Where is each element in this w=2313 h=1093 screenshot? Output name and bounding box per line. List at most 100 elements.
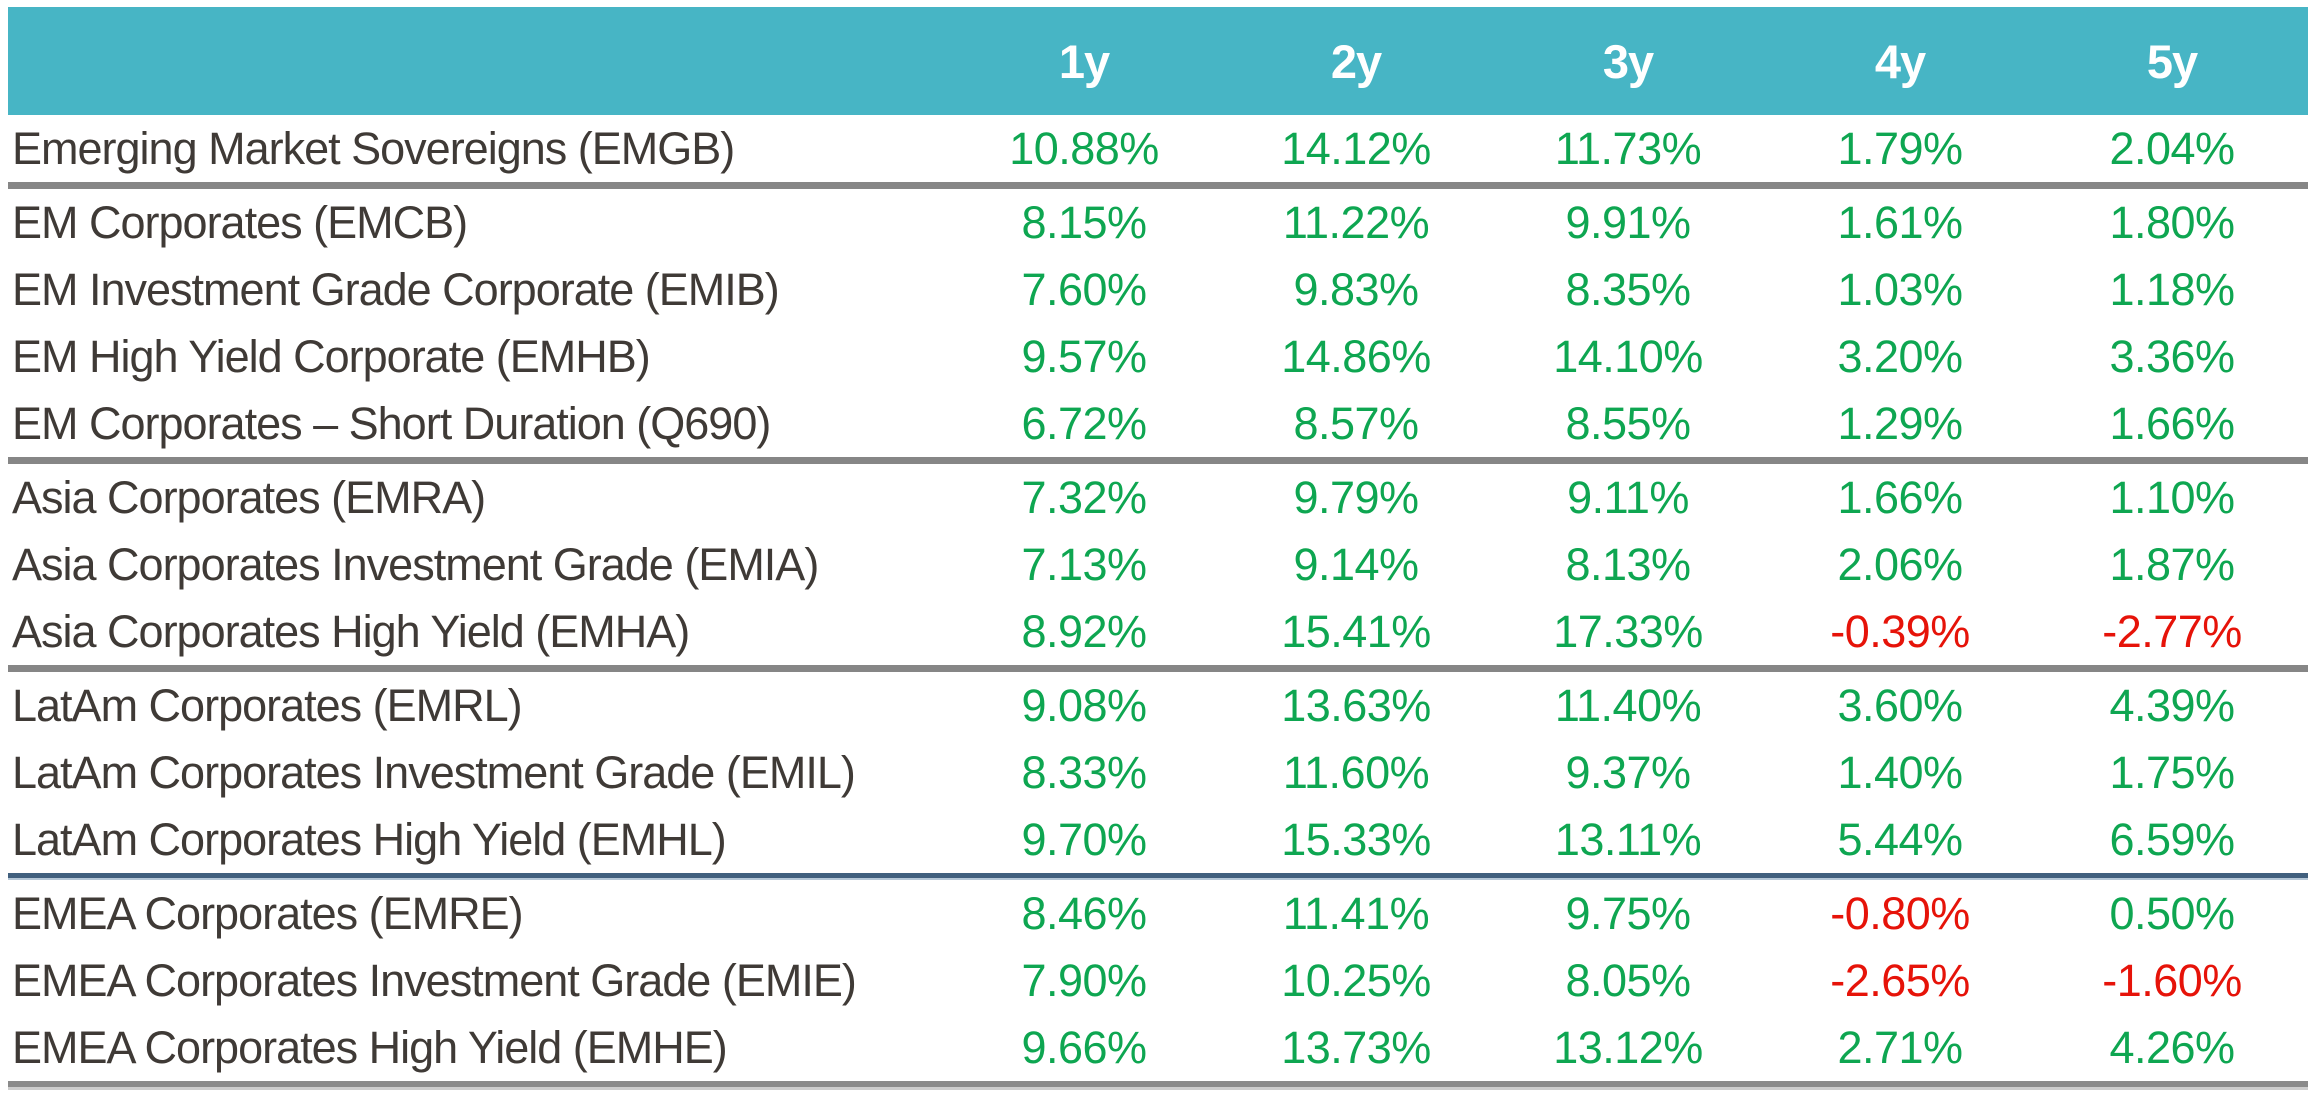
table-row: LatAm Corporates High Yield (EMHL) 9.70%… xyxy=(8,806,2308,873)
value-cell: -0.80% xyxy=(1830,887,1970,939)
value-cell: 8.05% xyxy=(1565,954,1691,1006)
value-cell: 9.66% xyxy=(1021,1021,1147,1073)
table-row: EM Investment Grade Corporate (EMIB) 7.6… xyxy=(8,256,2308,323)
value-cell: 7.32% xyxy=(1021,471,1147,523)
value-cell: 5.44% xyxy=(1837,813,1963,865)
table-row: LatAm Corporates Investment Grade (EMIL)… xyxy=(8,739,2308,806)
value-cell: 15.33% xyxy=(1281,813,1431,865)
value-cell: 9.37% xyxy=(1565,746,1691,798)
column-header-5y: 5y xyxy=(2146,34,2198,88)
value-cell: 8.55% xyxy=(1565,397,1691,449)
row-label: EMEA Corporates High Yield (EMHE) xyxy=(12,1021,728,1073)
value-cell: 6.59% xyxy=(2109,813,2235,865)
value-cell: 13.63% xyxy=(1281,679,1431,731)
value-cell: 3.20% xyxy=(1837,330,1963,382)
value-cell: 11.60% xyxy=(1282,746,1430,798)
value-cell: 1.03% xyxy=(1837,263,1963,315)
value-cell: 2.71% xyxy=(1837,1021,1963,1073)
value-cell: 1.80% xyxy=(2109,196,2235,248)
row-label: Emerging Market Sovereigns (EMGB) xyxy=(12,122,735,174)
value-cell: 9.75% xyxy=(1565,887,1691,939)
value-cell: 13.73% xyxy=(1281,1021,1431,1073)
value-cell: -2.65% xyxy=(1830,954,1970,1006)
value-cell: 10.25% xyxy=(1281,954,1431,1006)
table-body: Emerging Market Sovereigns (EMGB) 10.88%… xyxy=(8,115,2308,1090)
value-cell: 9.14% xyxy=(1293,538,1419,590)
value-cell: 8.13% xyxy=(1565,538,1691,590)
value-cell: 2.04% xyxy=(2109,122,2235,174)
row-label: Asia Corporates High Yield (EMHA) xyxy=(12,605,690,657)
table-row: Asia Corporates (EMRA) 7.32% 9.79% 9.11% 1.… xyxy=(8,464,2308,531)
value-cell: 1.18% xyxy=(2109,263,2235,315)
value-cell: 11.41% xyxy=(1282,887,1430,939)
value-cell: 8.46% xyxy=(1021,887,1147,939)
value-cell: 1.66% xyxy=(1837,471,1963,523)
value-cell: 0.50% xyxy=(2109,887,2235,939)
value-cell: 9.57% xyxy=(1021,330,1147,382)
value-cell: 1.61% xyxy=(1837,196,1963,248)
value-cell: 2.06% xyxy=(1837,538,1963,590)
column-header-3y: 3y xyxy=(1602,34,1654,88)
row-label: EM Corporates – Short Duration (Q690) xyxy=(12,397,771,449)
value-cell: 9.91% xyxy=(1565,196,1691,248)
value-cell: 3.36% xyxy=(2109,330,2235,382)
row-label: LatAm Corporates High Yield (EMHL) xyxy=(12,813,727,865)
value-cell: 9.11% xyxy=(1567,471,1689,523)
value-cell: 13.12% xyxy=(1553,1021,1703,1073)
value-cell: 8.35% xyxy=(1565,263,1691,315)
row-label: LatAm Corporates (EMRL) xyxy=(12,679,523,731)
row-label: Asia Corporates Investment Grade (EMIA) xyxy=(12,538,819,590)
value-cell: -0.39% xyxy=(1830,605,1970,657)
row-label: EM Investment Grade Corporate (EMIB) xyxy=(12,263,780,315)
value-cell: 8.15% xyxy=(1021,196,1147,248)
table-row: Emerging Market Sovereigns (EMGB) 10.88%… xyxy=(8,115,2308,182)
value-cell: 1.10% xyxy=(2109,471,2235,523)
column-header-4y: 4y xyxy=(1874,34,1926,88)
value-cell: 1.29% xyxy=(1837,397,1963,449)
value-cell: 10.88% xyxy=(1009,122,1159,174)
value-cell: 11.22% xyxy=(1282,196,1430,248)
section-divider-navy xyxy=(8,873,2308,880)
table-row: EMEA Corporates (EMRE) 8.46% 11.41% 9.75% -… xyxy=(8,880,2308,947)
value-cell: 1.66% xyxy=(2109,397,2235,449)
value-cell: 9.70% xyxy=(1021,813,1147,865)
table-row: Asia Corporates Investment Grade (EMIA) … xyxy=(8,531,2308,598)
section-divider-gray xyxy=(8,182,2308,189)
returns-table: 1y 2y 3y 4y 5y Emerging Market Sovereigns (E… xyxy=(8,7,2308,1090)
value-cell: 14.12% xyxy=(1281,122,1431,174)
row-label: EM High Yield Corporate (EMHB) xyxy=(12,330,651,382)
column-header-2y: 2y xyxy=(1330,34,1382,88)
value-cell: 9.83% xyxy=(1293,263,1419,315)
table-row: EMEA Corporates Investment Grade (EMIE) … xyxy=(8,947,2308,1014)
row-label: EM Corporates (EMCB) xyxy=(12,196,468,248)
section-divider-gray xyxy=(8,665,2308,672)
value-cell: 1.40% xyxy=(1837,746,1963,798)
table-row: EM High Yield Corporate (EMHB) 9.57% 14.8… xyxy=(8,323,2308,390)
value-cell: 1.75% xyxy=(2109,746,2235,798)
value-cell: 9.79% xyxy=(1293,471,1419,523)
value-cell: -2.77% xyxy=(2102,605,2242,657)
table-row: Asia Corporates High Yield (EMHA) 8.92% 1… xyxy=(8,598,2308,665)
section-divider-gray xyxy=(8,457,2308,464)
section-divider-bottom xyxy=(8,1081,2308,1090)
value-cell: 8.92% xyxy=(1021,605,1147,657)
row-label: Asia Corporates (EMRA) xyxy=(12,471,486,523)
value-cell: 7.90% xyxy=(1021,954,1147,1006)
value-cell: 6.72% xyxy=(1021,397,1147,449)
value-cell: 3.60% xyxy=(1837,679,1963,731)
value-cell: 11.40% xyxy=(1554,679,1702,731)
value-cell: 9.08% xyxy=(1021,679,1147,731)
column-header-1y: 1y xyxy=(1058,34,1110,88)
value-cell: 7.13% xyxy=(1021,538,1147,590)
value-cell: 1.87% xyxy=(2109,538,2235,590)
value-cell: 13.11% xyxy=(1554,813,1702,865)
table-row: EM Corporates – Short Duration (Q690) 6.… xyxy=(8,390,2308,457)
value-cell: 15.41% xyxy=(1281,605,1431,657)
value-cell: 4.39% xyxy=(2109,679,2235,731)
table-row: LatAm Corporates (EMRL) 9.08% 13.63% 11.40… xyxy=(8,672,2308,739)
value-cell: 8.33% xyxy=(1021,746,1147,798)
value-cell: 14.10% xyxy=(1553,330,1703,382)
table-row: EM Corporates (EMCB) 8.15% 11.22% 9.91% 1.6… xyxy=(8,189,2308,256)
value-cell: 11.73% xyxy=(1554,122,1702,174)
value-cell: 1.79% xyxy=(1837,122,1963,174)
